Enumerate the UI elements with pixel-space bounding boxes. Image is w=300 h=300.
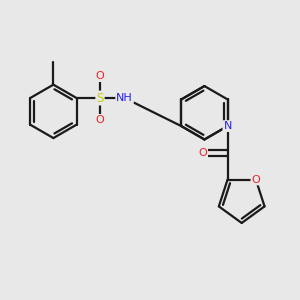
Text: S: S	[96, 92, 104, 104]
Text: O: O	[96, 115, 104, 125]
Text: O: O	[198, 148, 207, 158]
Text: NH: NH	[116, 93, 133, 103]
Text: O: O	[96, 71, 104, 81]
Text: O: O	[251, 175, 260, 184]
Text: N: N	[224, 121, 232, 131]
